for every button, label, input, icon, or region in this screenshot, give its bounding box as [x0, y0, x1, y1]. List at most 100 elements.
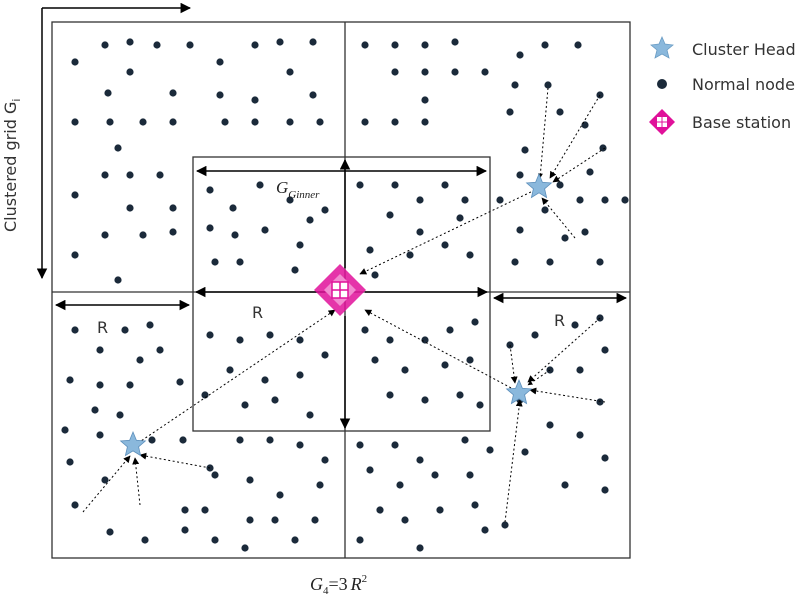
- normal-node: [291, 536, 299, 544]
- normal-node: [446, 326, 454, 334]
- normal-node: [61, 426, 69, 434]
- normal-node: [356, 441, 364, 449]
- normal-node: [456, 391, 464, 399]
- normal-node: [521, 448, 529, 456]
- normal-node: [66, 376, 74, 384]
- normal-node: [101, 476, 109, 484]
- normal-node: [241, 401, 249, 409]
- dotted-link: [82, 455, 131, 513]
- normal-node: [466, 471, 474, 479]
- normal-node: [466, 251, 474, 259]
- outer-grid: [51, 21, 631, 559]
- normal-node: [471, 318, 479, 326]
- normal-node: [271, 516, 279, 524]
- normal-node: [261, 376, 269, 384]
- normal-node: [441, 181, 449, 189]
- dotted-link: [139, 452, 211, 469]
- normal-node: [296, 336, 304, 344]
- star-icon: [650, 35, 674, 59]
- normal-node: [596, 398, 604, 406]
- cluster-head-star-icon: [525, 172, 553, 199]
- normal-node: [251, 118, 259, 126]
- normal-node: [451, 68, 459, 76]
- normal-node: [126, 171, 134, 179]
- normal-node: [541, 41, 549, 49]
- r-label-right: R: [554, 311, 565, 330]
- normal-node: [114, 144, 122, 152]
- normal-node: [236, 336, 244, 344]
- normal-node: [286, 196, 294, 204]
- normal-node: [229, 204, 237, 212]
- normal-node: [96, 346, 104, 354]
- normal-node: [361, 118, 369, 126]
- dotted-link: [509, 344, 518, 384]
- normal-node: [516, 226, 524, 234]
- normal-node: [226, 366, 234, 374]
- legend-label-base-station: Base station: [692, 113, 791, 132]
- dotted-connections: [82, 87, 606, 523]
- normal-node: [366, 466, 374, 474]
- normal-node: [148, 436, 156, 444]
- cluster-heads: [119, 172, 553, 457]
- normal-node: [261, 226, 269, 234]
- base-station: [314, 264, 366, 316]
- normal-node: [416, 544, 424, 552]
- normal-node: [366, 246, 374, 254]
- normal-node: [361, 41, 369, 49]
- normal-node: [396, 481, 404, 489]
- normal-node: [401, 366, 409, 374]
- normal-node: [586, 168, 594, 176]
- normal-node: [116, 411, 124, 419]
- normal-node: [156, 171, 164, 179]
- dotted-link: [137, 309, 336, 444]
- dotted-link: [504, 399, 523, 523]
- normal-node: [506, 108, 514, 116]
- normal-node: [576, 366, 584, 374]
- normal-node: [481, 68, 489, 76]
- normal-node: [266, 331, 274, 339]
- normal-node: [421, 118, 429, 126]
- dotted-link: [364, 309, 516, 391]
- normal-node: [201, 506, 209, 514]
- normal-node: [496, 196, 504, 204]
- normal-node: [101, 171, 109, 179]
- normal-node: [271, 396, 279, 404]
- normal-node: [71, 118, 79, 126]
- normal-node: [306, 216, 314, 224]
- normal-node: [471, 501, 479, 509]
- normal-node: [356, 181, 364, 189]
- normal-node: [421, 336, 429, 344]
- normal-node: [441, 361, 449, 369]
- normal-node: [386, 211, 394, 219]
- normal-node: [146, 321, 154, 329]
- normal-node: [386, 391, 394, 399]
- dot-icon: [657, 79, 667, 89]
- legend-label-cluster-head: Cluster Head: [692, 40, 796, 59]
- normal-node: [121, 326, 129, 334]
- normal-node: [391, 68, 399, 76]
- normal-node: [126, 204, 134, 212]
- normal-node: [421, 96, 429, 104]
- normal-node: [66, 458, 74, 466]
- normal-node: [316, 481, 324, 489]
- normal-node: [544, 81, 552, 89]
- normal-node: [466, 356, 474, 364]
- normal-node: [96, 431, 104, 439]
- normal-node: [186, 41, 194, 49]
- base-station-arrows: [54, 158, 628, 430]
- dotted-link: [541, 197, 576, 239]
- legend-cluster-head: Cluster Head: [650, 35, 796, 59]
- normal-node: [316, 118, 324, 126]
- normal-node: [291, 266, 299, 274]
- normal-node: [71, 251, 79, 259]
- normal-node: [521, 146, 529, 154]
- normal-node: [421, 396, 429, 404]
- normal-node: [321, 351, 329, 359]
- normal-node: [391, 118, 399, 126]
- normal-node: [376, 506, 384, 514]
- normal-node: [511, 258, 519, 266]
- normal-node: [251, 41, 259, 49]
- normal-node: [601, 486, 609, 494]
- normal-node: [206, 186, 214, 194]
- normal-node: [561, 481, 569, 489]
